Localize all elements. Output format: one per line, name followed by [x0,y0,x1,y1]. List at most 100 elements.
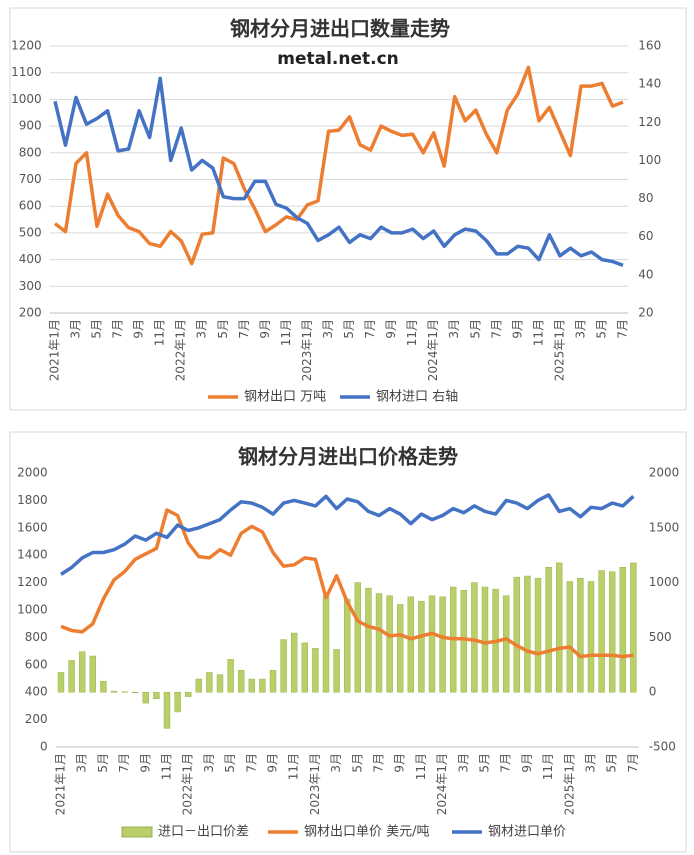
y-tick-label: 700 [19,172,42,186]
chart-title: 钢材分月进出口价格走势 [238,445,458,469]
bar [375,593,383,693]
x-tick-label: 2022年1月 [181,753,195,815]
legend-label: 钢材进口单价 [488,825,566,840]
bar [301,642,309,693]
y2-tick-label: 80 [638,191,653,205]
bar [566,581,574,693]
y-tick-label: 1600 [17,520,48,534]
y2-tick-label: 1500 [649,520,680,534]
y-tick-label: 600 [19,199,42,213]
bar [216,674,224,693]
x-tick-label: 2023年1月 [308,753,322,815]
x-tick-label: 3月 [195,319,209,339]
bar [428,595,436,693]
y-tick-label: 500 [19,225,42,239]
x-tick-label: 3月 [447,319,461,339]
y2-tick-label: 120 [638,115,661,129]
bar [343,598,351,693]
y-tick-label: 200 [19,306,42,320]
y2-tick-label: 160 [638,39,661,53]
y2-tick-label: 140 [638,77,661,91]
line [60,508,634,659]
bar [471,582,478,693]
x-tick-label: 5月 [90,319,104,339]
bar [57,672,65,693]
y2-tick-label: 0 [649,685,657,699]
y-tick-label: 1400 [17,548,48,562]
line [53,76,624,267]
x-tick-label: 2025年1月 [552,319,566,381]
y2-tick-label: 1000 [649,575,680,589]
x-tick-label: 11月 [160,753,174,780]
bar [153,691,160,700]
bar [110,690,118,693]
bar [89,655,97,693]
bar [354,582,362,693]
bar [259,678,266,693]
x-tick-label: 3月 [584,753,598,773]
x-tick-label: 3月 [69,319,83,339]
bar [322,595,330,693]
x-tick-label: 9月 [510,319,524,339]
line [53,65,624,266]
x-tick-label: 3月 [321,319,335,339]
bar [577,577,584,693]
y-tick-label: 1000 [11,92,42,106]
y-tick-label: 0 [40,740,48,754]
bar [365,587,372,693]
bar [418,600,425,693]
x-tick-label: 7月 [111,319,125,339]
bar [78,651,86,693]
x-tick-label: 5月 [468,319,482,339]
x-tick-label: 3月 [202,753,216,773]
x-tick-label: 11月 [287,753,301,780]
bar [481,586,489,693]
legend-swatch [121,826,153,838]
chart-frame [9,7,687,411]
y-tick-label: 900 [19,119,42,133]
x-tick-label: 9月 [132,319,146,339]
bar [184,691,192,697]
y-tick-label: 1100 [11,65,42,79]
x-tick-label: 11月 [405,319,419,346]
x-tick-label: 2021年1月 [54,753,68,815]
bar [630,562,637,693]
bar [407,596,415,693]
y-tick-label: 1200 [11,39,42,53]
x-tick-label: 5月 [223,753,237,773]
bar [280,639,287,693]
bar [195,678,203,693]
x-tick-label: 7月 [117,753,131,773]
y-tick-label: 400 [25,685,48,699]
x-tick-label: 2024年1月 [435,753,449,815]
x-tick-label: 3月 [456,753,470,773]
y-tick-label: 300 [19,279,42,293]
bar [100,680,107,693]
x-tick-label: 9月 [393,753,407,773]
y-tick-label: 1800 [17,493,48,507]
y-tick-label: 200 [25,712,48,726]
y2-tick-label: 100 [638,153,661,167]
bar [68,660,75,693]
x-tick-label: 7月 [626,753,640,773]
y2-tick-label: 40 [638,267,653,281]
y2-tick-label: 500 [649,630,672,644]
y-tick-label: 1000 [17,603,48,617]
bar [513,576,521,693]
x-tick-label: 2022年1月 [174,319,188,381]
x-tick-label: 3月 [329,753,343,773]
bar [131,691,139,693]
bar [587,581,595,693]
y-tick-label: 2000 [17,466,48,480]
bar [248,678,256,693]
x-tick-label: 5月 [478,753,492,773]
bar [598,570,605,693]
x-tick-label: 9月 [138,753,152,773]
legend-label: 钢材出口 万吨 [244,390,326,405]
y-tick-label: 1200 [17,575,48,589]
x-tick-label: 11月 [531,319,545,346]
bar [439,596,446,693]
x-tick-label: 7月 [489,319,503,339]
